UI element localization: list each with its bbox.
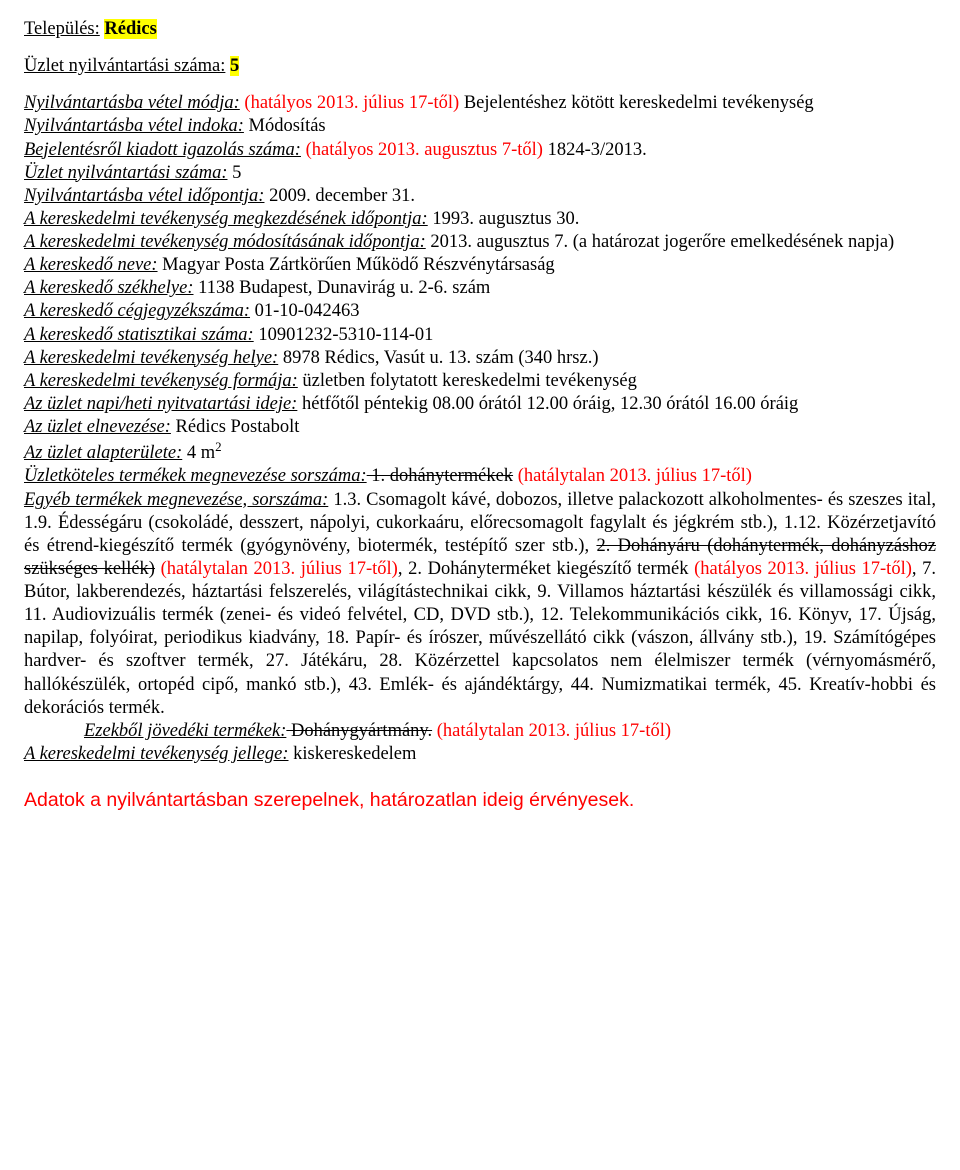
reason-label: Nyilvántartásba vétel indoka: (24, 116, 244, 136)
prodreq-red: (hatálytalan 2013. július 17-től) (513, 466, 752, 486)
excise-red: (hatálytalan 2013. július 17-től) (432, 721, 671, 741)
trader-name-label: A kereskedő neve: (24, 255, 158, 275)
nature-label: A kereskedelmi tevékenység jellege: (24, 744, 289, 764)
cert-label: Bejelentésről kiadott igazolás száma: (24, 140, 301, 160)
prodreq-strike: 1. dohánytermékek (367, 466, 513, 486)
trader-stat-value: 10901232-5310-114-01 (254, 325, 434, 345)
trader-reg-label: A kereskedő cégjegyzékszáma: (24, 301, 250, 321)
cert-note: (hatályos 2013. augusztus 7-től) (306, 140, 543, 160)
date-label: Nyilvántartásba vétel időpontja: (24, 186, 264, 206)
other-part2b: , 7. Bútor, lakberendezés, háztartási fe… (24, 559, 936, 718)
footer-notice: Adatok a nyilvántartásban szerepelnek, h… (24, 788, 936, 812)
entry-body: Nyilvántartásba vétel módja: (hatályos 2… (24, 92, 936, 766)
other-part2a: , 2. Dohányterméket kiegészítő termék (398, 559, 694, 579)
shopname-value: Rédics Postabolt (171, 417, 299, 437)
trader-seat-label: A kereskedő székhelye: (24, 278, 194, 298)
cert-value: 1824-3/2013. (543, 140, 647, 160)
reason-value: Módosítás (244, 116, 326, 136)
reg-number-label: Üzlet nyilvántartási száma: (24, 56, 225, 76)
mode-note: (hatályos 2013. július 17-től) (244, 93, 459, 113)
reg-number-value: 5 (230, 56, 239, 76)
start-label: A kereskedelmi tevékenység megkezdésének… (24, 209, 428, 229)
trader-stat-label: A kereskedő statisztikai száma: (24, 325, 254, 345)
form-value: üzletben folytatott kereskedelmi tevéken… (298, 371, 637, 391)
hours-value: hétfőtől péntekig 08.00 órától 12.00 órá… (297, 394, 798, 414)
mod-label: A kereskedelmi tevékenység módosításának… (24, 232, 426, 252)
area-value: 4 m2 (182, 443, 221, 463)
mode-text: Bejelentéshez kötött kereskedelmi tevéke… (459, 93, 813, 113)
excise-strike: Dohánygyártmány. (286, 721, 432, 741)
settlement-line: Település: Rédics (24, 18, 936, 41)
settlement-value: Rédics (104, 19, 156, 39)
mod-value: 2013. augusztus 7. (a határozat jogerőre… (426, 232, 894, 252)
settlement-label: Település: (24, 19, 100, 39)
regnum2-value: 5 (228, 163, 242, 183)
nature-value: kiskereskedelem (289, 744, 417, 764)
mode-label: Nyilvántartásba vétel módja: (24, 93, 240, 113)
date-value: 2009. december 31. (264, 186, 415, 206)
excise-label: Ezekből jövedéki termékek: (84, 721, 286, 741)
shopname-label: Az üzlet elnevezése: (24, 417, 171, 437)
prodreq-label: Üzletköteles termékek megnevezése sorszá… (24, 466, 367, 486)
area-label: Az üzlet alapterülete: (24, 443, 182, 463)
trader-reg-value: 01-10-042463 (250, 301, 359, 321)
other-red1: (hatálytalan 2013. július 17-től) (155, 559, 398, 579)
trader-name-value: Magyar Posta Zártkörűen Működő Részvényt… (158, 255, 555, 275)
start-value: 1993. augusztus 30. (428, 209, 580, 229)
place-value: 8978 Rédics, Vasút u. 13. szám (340 hrsz… (278, 348, 598, 368)
reg-number-line: Üzlet nyilvántartási száma: 5 (24, 55, 936, 78)
other-red2: (hatályos 2013. július 17-től) (694, 559, 912, 579)
other-label: Egyéb termékek megnevezése, sorszáma: (24, 490, 328, 510)
trader-seat-value: 1138 Budapest, Dunavirág u. 2-6. szám (194, 278, 491, 298)
regnum2-label: Üzlet nyilvántartási száma: (24, 163, 228, 183)
form-label: A kereskedelmi tevékenység formája: (24, 371, 298, 391)
place-label: A kereskedelmi tevékenység helye: (24, 348, 278, 368)
hours-label: Az üzlet napi/heti nyitvatartási ideje: (24, 394, 297, 414)
